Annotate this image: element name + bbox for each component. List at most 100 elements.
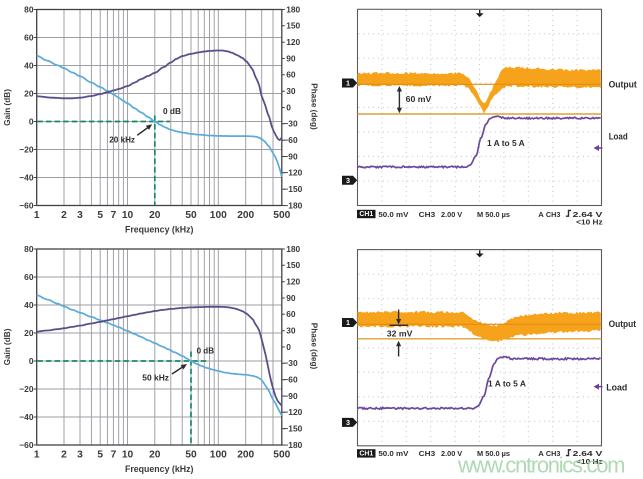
svg-text:5: 5 <box>97 210 103 221</box>
svg-text:−40: −40 <box>19 172 34 182</box>
svg-text:−60: −60 <box>283 135 298 145</box>
svg-text:2: 2 <box>61 450 67 461</box>
svg-text:M 50.0 µs: M 50.0 µs <box>477 210 510 219</box>
svg-text:20: 20 <box>24 88 34 98</box>
svg-text:90: 90 <box>286 53 296 63</box>
svg-text:60: 60 <box>24 32 34 42</box>
svg-text:CH3: CH3 <box>419 210 436 219</box>
svg-text:1: 1 <box>34 210 40 221</box>
svg-text:CH3: CH3 <box>419 449 436 458</box>
svg-text:500: 500 <box>273 450 290 461</box>
svg-text:2.00 V: 2.00 V <box>441 449 463 458</box>
svg-text:−180: −180 <box>283 200 302 210</box>
svg-text:−30: −30 <box>283 119 298 129</box>
svg-text:3: 3 <box>346 418 350 427</box>
svg-text:5: 5 <box>97 450 103 461</box>
svg-text:−20: −20 <box>19 384 34 394</box>
svg-text:2.00 V: 2.00 V <box>441 210 463 219</box>
svg-text:10: 10 <box>122 450 134 461</box>
svg-text:1: 1 <box>346 79 350 88</box>
svg-text:−60: −60 <box>19 440 34 450</box>
svg-text:Output: Output <box>609 79 637 89</box>
svg-text:50: 50 <box>185 450 197 461</box>
svg-text:A: A <box>538 449 544 458</box>
svg-text:40: 40 <box>24 300 34 310</box>
svg-text:30: 30 <box>286 86 296 96</box>
svg-text:−60: −60 <box>19 200 34 210</box>
svg-text:1 A to 5 A: 1 A to 5 A <box>487 138 525 148</box>
svg-text:50.0 mV: 50.0 mV <box>378 449 409 458</box>
svg-text:7: 7 <box>111 210 117 221</box>
svg-text:<10 Hz: <10 Hz <box>576 457 603 466</box>
svg-text:3: 3 <box>77 450 83 461</box>
svg-text:Gain (dB): Gain (dB) <box>3 89 12 126</box>
svg-text:Gain (dB): Gain (dB) <box>3 328 12 365</box>
svg-text:60: 60 <box>286 309 296 319</box>
svg-text:50: 50 <box>185 210 197 221</box>
svg-text:500: 500 <box>273 210 290 221</box>
svg-text:Load: Load <box>609 131 628 141</box>
svg-text:Phase (deg): Phase (deg) <box>310 83 319 130</box>
svg-text:180: 180 <box>286 4 300 14</box>
svg-text:Frequency (kHz): Frequency (kHz) <box>125 464 194 474</box>
svg-text:100: 100 <box>210 210 227 221</box>
svg-text:Phase (deg): Phase (deg) <box>310 323 319 370</box>
svg-text:1: 1 <box>34 450 40 461</box>
svg-text:3: 3 <box>77 210 83 221</box>
svg-text:M 50.0 µs: M 50.0 µs <box>477 449 510 458</box>
svg-text:CH1: CH1 <box>359 451 373 458</box>
svg-text:20 kHz: 20 kHz <box>109 135 135 145</box>
svg-text:−120: −120 <box>283 168 302 178</box>
svg-text:0: 0 <box>29 116 34 126</box>
svg-text:CH1: CH1 <box>359 211 373 218</box>
svg-text:60: 60 <box>286 70 296 80</box>
svg-text:−30: −30 <box>283 358 298 368</box>
svg-text:−40: −40 <box>19 412 34 422</box>
svg-text:80: 80 <box>24 4 34 14</box>
svg-text:40: 40 <box>24 60 34 70</box>
svg-text:60 mV: 60 mV <box>406 94 432 104</box>
svg-text:2: 2 <box>61 210 67 221</box>
svg-text:200: 200 <box>237 450 254 461</box>
svg-text:150: 150 <box>286 260 300 270</box>
svg-text:1 A to 5 A: 1 A to 5 A <box>488 379 526 389</box>
svg-text:−90: −90 <box>283 391 298 401</box>
svg-text:−90: −90 <box>283 151 298 161</box>
svg-text:100: 100 <box>210 450 227 461</box>
svg-text:200: 200 <box>237 210 254 221</box>
svg-text:20: 20 <box>24 328 34 338</box>
svg-text:2.64 V: 2.64 V <box>573 210 604 219</box>
svg-text:10: 10 <box>122 210 134 221</box>
svg-text:−20: −20 <box>19 144 34 154</box>
svg-text:−150: −150 <box>283 184 302 194</box>
svg-text:Output: Output <box>609 319 636 329</box>
svg-text:<10 Hz: <10 Hz <box>576 218 603 227</box>
svg-text:0: 0 <box>286 102 291 112</box>
svg-text:90: 90 <box>286 293 296 303</box>
svg-text:50 kHz: 50 kHz <box>142 373 169 383</box>
svg-text:7: 7 <box>111 450 117 461</box>
svg-text:CH3: CH3 <box>546 210 561 219</box>
svg-text:20: 20 <box>149 210 161 221</box>
svg-text:180: 180 <box>286 244 300 254</box>
svg-text:1: 1 <box>346 318 350 327</box>
svg-text:60: 60 <box>24 272 34 282</box>
svg-text:Frequency (kHz): Frequency (kHz) <box>125 224 194 234</box>
svg-text:0 dB: 0 dB <box>163 106 181 116</box>
svg-text:80: 80 <box>24 244 34 254</box>
svg-text:120: 120 <box>286 37 300 47</box>
svg-text:CH3: CH3 <box>546 449 561 458</box>
svg-text:32 mV: 32 mV <box>387 328 413 338</box>
svg-text:0: 0 <box>29 356 34 366</box>
svg-text:0 dB: 0 dB <box>197 345 214 355</box>
svg-text:0: 0 <box>286 342 291 352</box>
svg-text:−150: −150 <box>283 424 302 434</box>
svg-text:A: A <box>538 210 544 219</box>
svg-text:50.0 mV: 50.0 mV <box>378 210 409 219</box>
svg-text:30: 30 <box>286 326 296 336</box>
svg-text:−180: −180 <box>283 440 302 450</box>
svg-text:3: 3 <box>346 176 350 185</box>
svg-text:−60: −60 <box>283 375 298 385</box>
svg-text:150: 150 <box>286 21 300 31</box>
svg-text:2.64 V: 2.64 V <box>573 449 604 458</box>
